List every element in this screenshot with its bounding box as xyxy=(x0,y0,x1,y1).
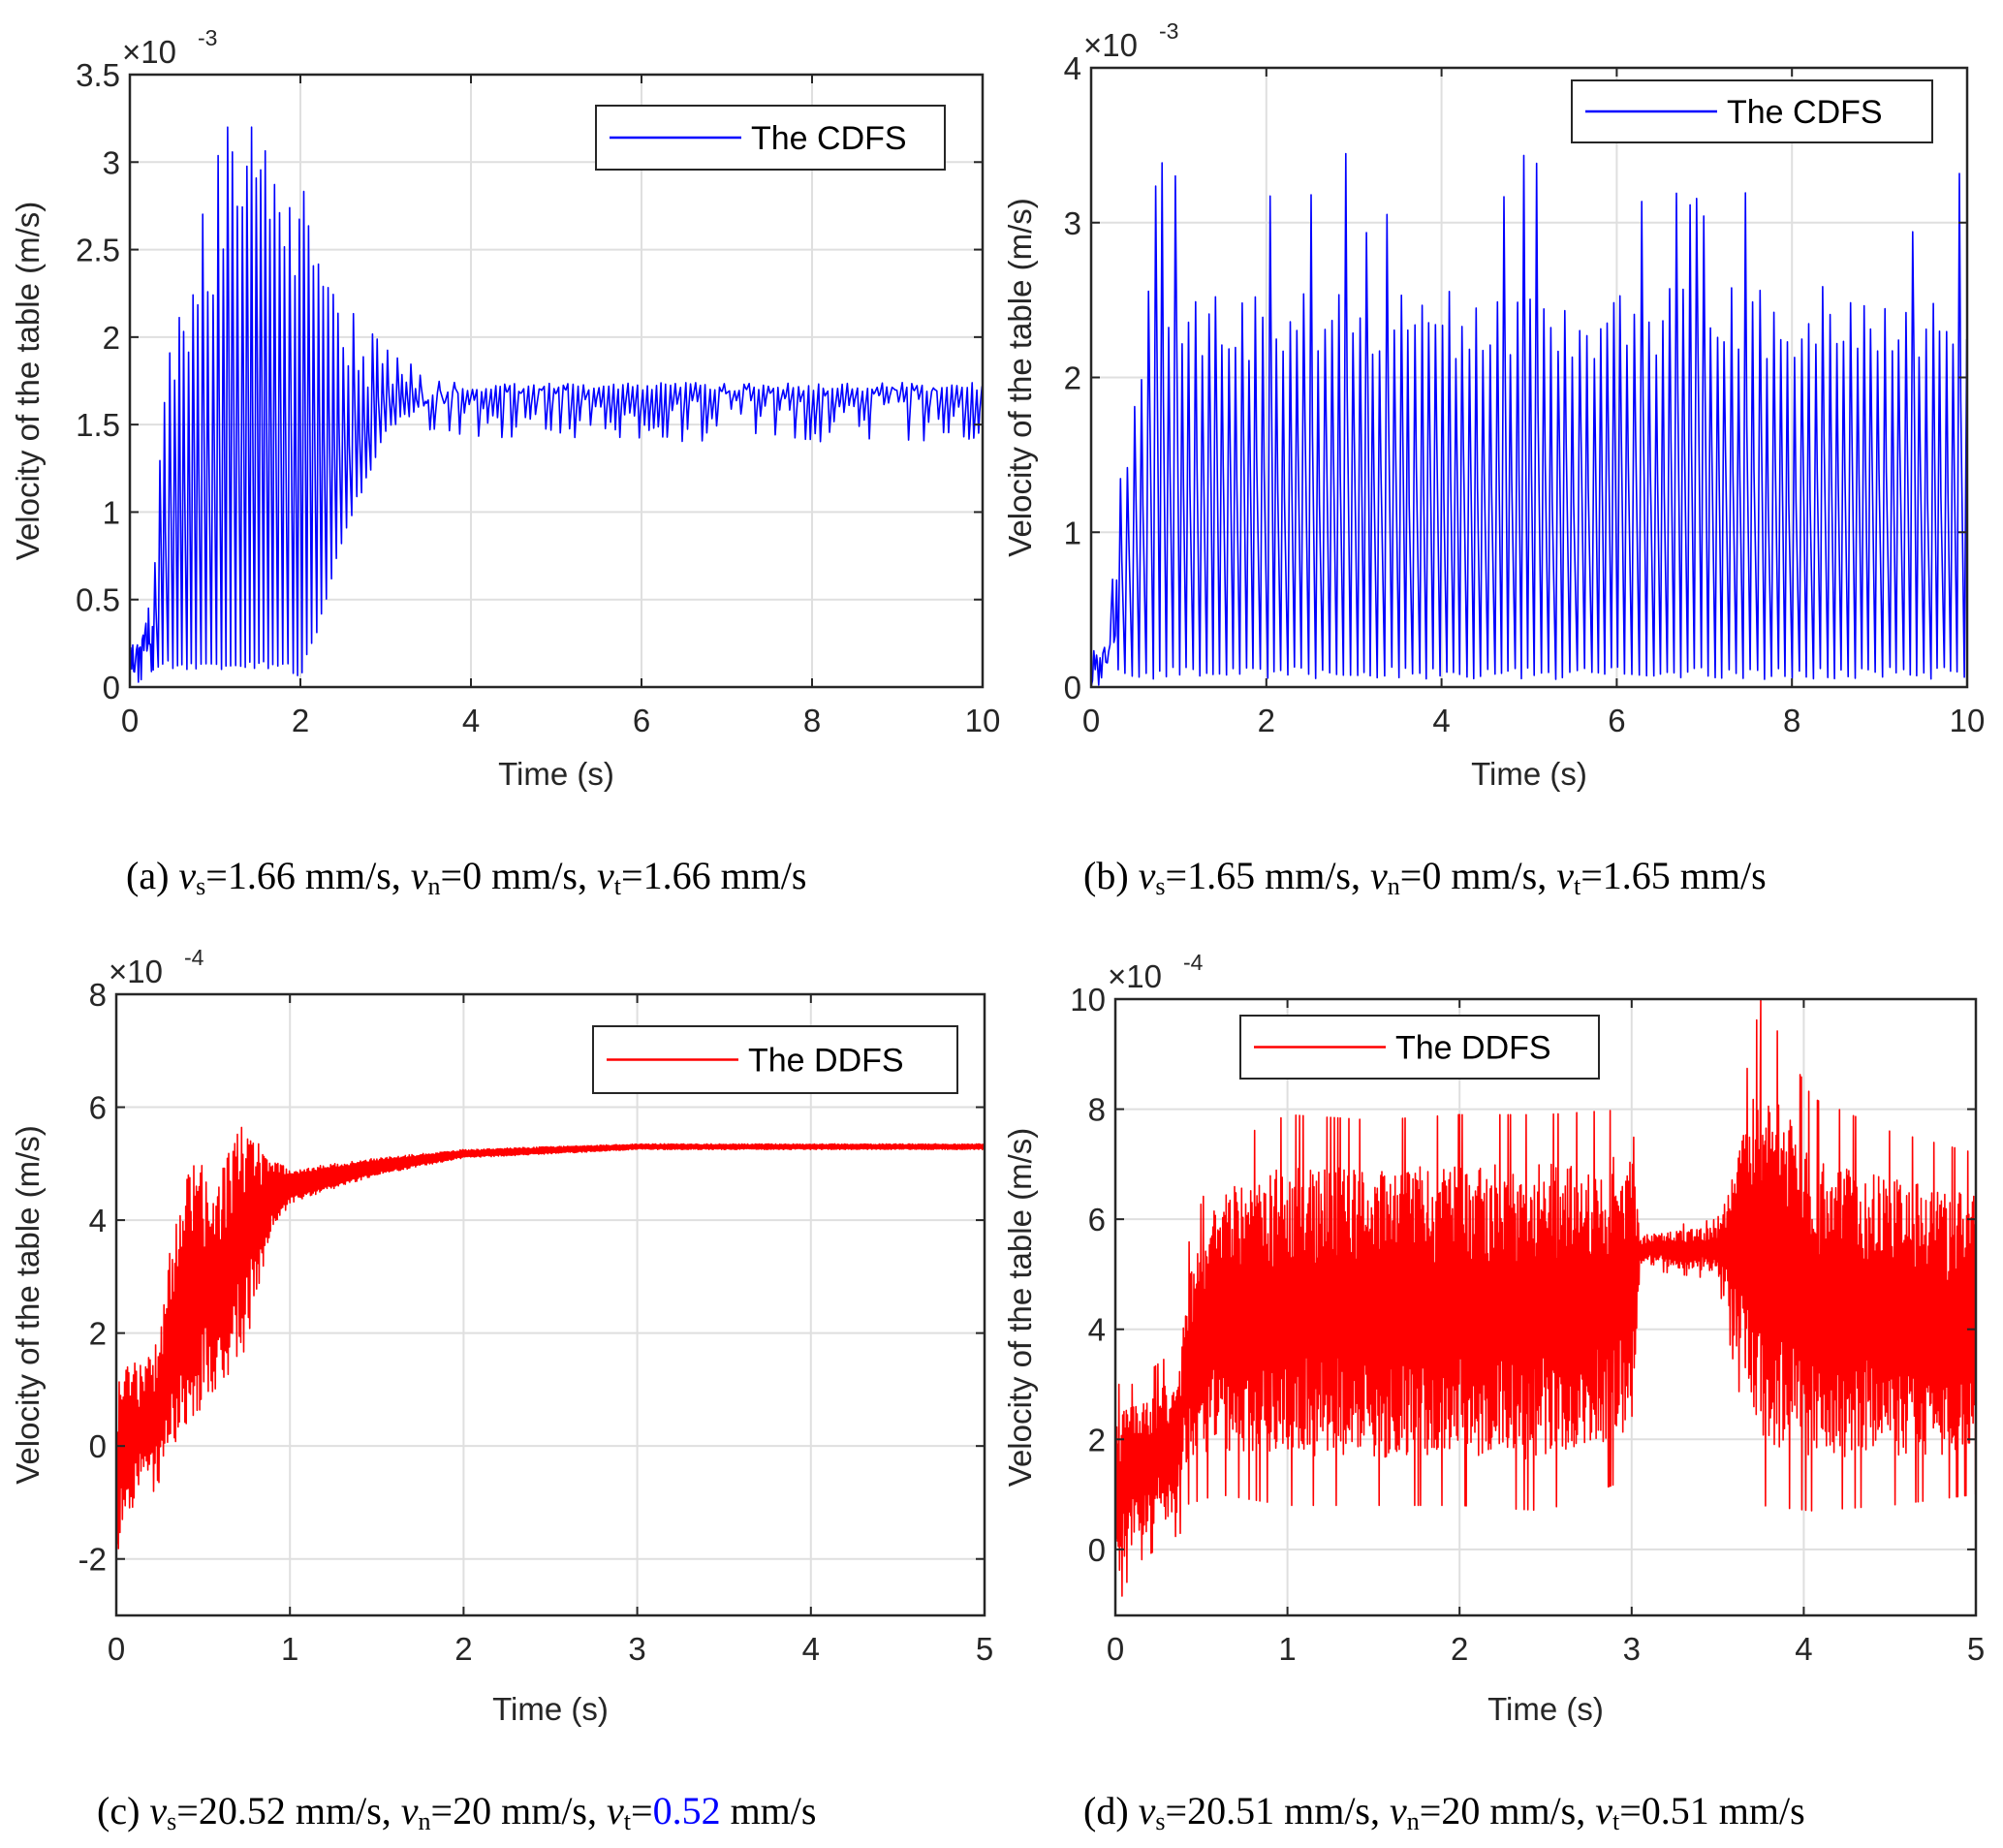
y-axis-label: Velocity of the table (m/s) xyxy=(1002,198,1038,557)
data-series-the-cdfs xyxy=(130,126,983,683)
x-tick-label: 4 xyxy=(1432,703,1450,738)
x-tick-label: 8 xyxy=(1783,703,1800,738)
x-axis-label: Time (s) xyxy=(1487,1691,1604,1727)
x-tick-label: 4 xyxy=(462,703,480,738)
data-series-the-ddfs xyxy=(1115,999,1976,1597)
y-tick-label: 0 xyxy=(1064,670,1081,705)
y-axis-label: Velocity of the table (m/s) xyxy=(1002,1128,1038,1488)
y-tick-label: 0 xyxy=(103,670,120,705)
y-exponent-label: ×10 xyxy=(109,954,163,989)
x-tick-label: 2 xyxy=(1258,703,1275,738)
y-tick-label: 6 xyxy=(89,1090,107,1126)
x-axis-label: Time (s) xyxy=(492,1691,609,1727)
x-tick-label: 10 xyxy=(965,703,1001,738)
x-tick-label: 2 xyxy=(1451,1631,1468,1667)
caption-vt-value: 0.52 xyxy=(652,1789,721,1832)
caption-a: (a) vs=1.66 mm/s, vn=0 mm/s, vt=1.66 mm/… xyxy=(126,854,807,900)
x-tick-label: 5 xyxy=(976,1631,993,1667)
caption-prefix: (a) xyxy=(126,854,179,897)
legend: The DDFS xyxy=(592,1025,958,1094)
axes-box xyxy=(114,992,986,1617)
x-tick-label: 6 xyxy=(1608,703,1625,738)
legend: The CDFS xyxy=(595,105,946,171)
x-tick-label: 3 xyxy=(1623,1631,1641,1667)
y-tick-label: 6 xyxy=(1088,1202,1106,1237)
y-tick-label: 0.5 xyxy=(76,582,120,618)
y-tick-label: -2 xyxy=(78,1542,107,1578)
y-tick-label: 3.5 xyxy=(76,57,120,93)
y-tick-label: 1 xyxy=(1064,515,1081,550)
x-tick-label: 2 xyxy=(454,1631,472,1667)
y-tick-label: 4 xyxy=(89,1203,107,1238)
y-tick-label: 8 xyxy=(1088,1092,1106,1128)
data-series-the-cdfs xyxy=(1091,152,1967,687)
x-tick-label: 0 xyxy=(108,1631,125,1667)
chart-panel-a: 0 2 4 6 8 10 0 0.5 1 1.5 2 2.5 3 3.5×10 -3 Time (s) Velo… xyxy=(10,25,1000,792)
x-tick-label: 2 xyxy=(292,703,309,738)
y-tick-label: 2 xyxy=(89,1316,107,1352)
y-tick-label: 0 xyxy=(89,1428,107,1464)
caption-vt-value: 0.51 xyxy=(1641,1789,1709,1832)
y-tick-label: 1.5 xyxy=(76,407,120,443)
legend: The CDFS xyxy=(1571,79,1933,143)
plot-area xyxy=(116,994,985,1615)
y-exponent-sup: -4 xyxy=(184,945,204,970)
y-tick-label: 4 xyxy=(1088,1312,1106,1348)
legend-label: The DDFS xyxy=(748,1043,904,1080)
x-tick-label: 4 xyxy=(1795,1631,1812,1667)
y-tick-label: 8 xyxy=(89,977,107,1013)
chart-panel-c: 0 1 2 3 4 5 -2 0 2 4 6 8×10 -4 Time (s) Velocity of th… xyxy=(10,945,993,1727)
legend-label: The DDFS xyxy=(1395,1030,1551,1067)
x-tick-label: 0 xyxy=(121,703,139,738)
y-tick-label: 1 xyxy=(103,494,120,530)
y-exponent-sup: -3 xyxy=(198,25,217,50)
x-tick-label: 0 xyxy=(1082,703,1100,738)
y-axis-label: Velocity of the table (m/s) xyxy=(10,1125,46,1485)
chart-panel-d: 0 1 2 3 4 5 0 2 4 6 8 10×10 -4 Time (s) Velocity of th… xyxy=(1002,950,1985,1727)
x-tick-label: 0 xyxy=(1107,1631,1124,1667)
caption-prefix: (b) xyxy=(1083,854,1139,897)
legend: The DDFS xyxy=(1239,1015,1600,1080)
y-exponent-label: ×10 xyxy=(1083,27,1138,63)
caption-vt-value: 1.65 xyxy=(1602,854,1671,897)
x-tick-label: 10 xyxy=(1950,703,1986,738)
caption-prefix: (d) xyxy=(1083,1789,1139,1832)
y-tick-label: 3 xyxy=(103,144,120,180)
y-tick-label: 2 xyxy=(1088,1422,1106,1457)
caption-b: (b) vs=1.65 mm/s, vn=0 mm/s, vt=1.65 mm/… xyxy=(1083,854,1767,900)
x-tick-label: 1 xyxy=(281,1631,298,1667)
y-tick-label: 4 xyxy=(1064,50,1081,86)
x-tick-label: 3 xyxy=(628,1631,645,1667)
caption-vt-value: 1.66 xyxy=(642,854,711,897)
caption-c: (c) vs=20.52 mm/s, vn=20 mm/s, vt=0.52 m… xyxy=(97,1789,817,1835)
caption-prefix: (c) xyxy=(97,1789,150,1832)
y-exponent-sup: -4 xyxy=(1183,950,1204,975)
x-tick-label: 4 xyxy=(802,1631,820,1667)
caption-d: (d) vs=20.51 mm/s, vn=20 mm/s, vt=0.51 m… xyxy=(1083,1789,1805,1835)
y-tick-label: 2 xyxy=(103,320,120,356)
y-tick-label: 2.5 xyxy=(76,233,120,268)
y-tick-label: 0 xyxy=(1088,1532,1106,1568)
x-axis-label: Time (s) xyxy=(1471,756,1587,792)
x-tick-label: 8 xyxy=(803,703,821,738)
legend-label: The CDFS xyxy=(751,120,907,157)
y-exponent-sup: -3 xyxy=(1159,18,1178,44)
x-tick-label: 5 xyxy=(1967,1631,1985,1667)
axes-box xyxy=(1113,997,1978,1617)
y-tick-label: 10 xyxy=(1070,982,1106,1018)
x-tick-label: 6 xyxy=(633,703,650,738)
y-tick-label: 3 xyxy=(1064,205,1081,241)
y-axis-label: Velocity of the table (m/s) xyxy=(10,202,46,561)
y-exponent-label: ×10 xyxy=(1108,958,1162,994)
x-tick-label: 1 xyxy=(1278,1631,1296,1667)
data-series-the-ddfs xyxy=(116,1126,985,1550)
x-axis-label: Time (s) xyxy=(498,756,614,792)
y-exponent-label: ×10 xyxy=(122,34,176,70)
axes-box xyxy=(128,73,985,689)
legend-label: The CDFS xyxy=(1727,94,1883,131)
y-tick-label: 2 xyxy=(1064,360,1081,396)
